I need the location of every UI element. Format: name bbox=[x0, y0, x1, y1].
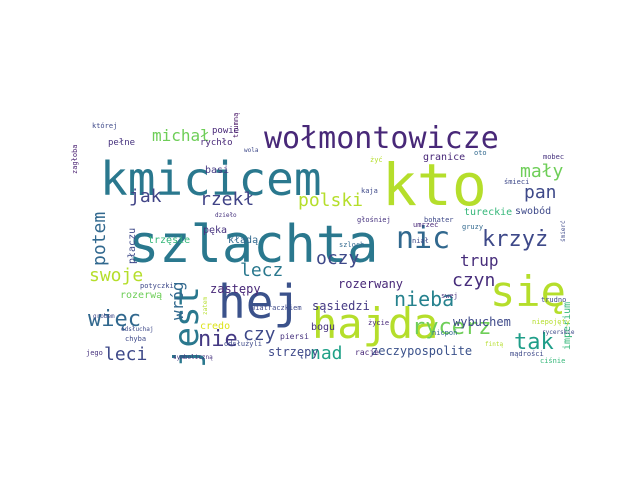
cloud-word: tureckie bbox=[464, 207, 512, 218]
cloud-word: wola bbox=[244, 147, 259, 154]
cloud-word: śmieci bbox=[504, 178, 529, 186]
cloud-word: kładą bbox=[228, 235, 258, 246]
cloud-word: czyn bbox=[452, 270, 495, 291]
cloud-word: pan bbox=[524, 182, 557, 203]
cloud-word: potem bbox=[89, 212, 110, 266]
cloud-word: mały bbox=[520, 161, 564, 182]
cloud-word: oczy bbox=[316, 248, 360, 269]
cloud-word: trup bbox=[460, 251, 499, 270]
cloud-word: polski bbox=[298, 190, 363, 211]
cloud-word: nicpoń bbox=[432, 329, 457, 337]
cloud-word: rzekł bbox=[200, 189, 254, 210]
cloud-word: kmicicem bbox=[100, 152, 322, 206]
cloud-word: więc bbox=[88, 307, 141, 332]
cloud-word: bohater bbox=[424, 216, 454, 224]
cloud-word: głośniej bbox=[357, 216, 391, 224]
cloud-word: zastępy bbox=[210, 282, 261, 296]
cloud-word: pełne bbox=[108, 138, 135, 148]
cloud-word: szlachta bbox=[128, 215, 378, 275]
cloud-word: hej bbox=[218, 275, 301, 329]
cloud-word: potyczki bbox=[140, 282, 174, 290]
cloud-word: nad bbox=[310, 343, 343, 364]
cloud-word: krzyż bbox=[482, 227, 548, 252]
cloud-word: rozerwany bbox=[338, 277, 403, 291]
cloud-word: nic bbox=[396, 221, 450, 256]
cloud-word: swoje bbox=[89, 265, 143, 286]
cloud-word: płaczu bbox=[127, 228, 138, 264]
cloud-word: jak bbox=[129, 186, 162, 207]
cloud-word: gruzy bbox=[462, 223, 483, 231]
cloud-word: strzępy bbox=[268, 345, 319, 359]
cloud-word: trudno bbox=[541, 296, 566, 304]
cloud-word: sąsiedzi bbox=[312, 299, 370, 313]
cloud-word: oto bbox=[474, 149, 487, 157]
cloud-word: zatem bbox=[202, 297, 209, 315]
cloud-word: jest bbox=[167, 286, 207, 368]
cloud-word: zeczypospolite bbox=[371, 344, 472, 358]
cloud-word: kaja bbox=[361, 187, 378, 195]
cloud-word: swobód bbox=[515, 205, 551, 217]
cloud-word: wiatraczkiem bbox=[251, 304, 302, 312]
cloud-word: granice bbox=[423, 152, 465, 163]
cloud-word: wołmontowicze bbox=[264, 121, 499, 156]
cloud-word: symboliczną bbox=[173, 354, 213, 361]
cloud-word: zagłoba bbox=[71, 144, 79, 174]
cloud-word: mądrości bbox=[510, 350, 544, 358]
cloud-word: hajda bbox=[312, 299, 438, 348]
cloud-word: rycerz bbox=[412, 315, 491, 340]
cloud-word: powie bbox=[212, 126, 239, 136]
cloud-word: czy bbox=[243, 324, 276, 345]
cloud-word: trzęsie bbox=[148, 235, 190, 246]
cloud-word: rozerwą bbox=[120, 290, 162, 301]
cloud-word: mobec bbox=[543, 153, 564, 161]
cloud-word: niepojęty bbox=[532, 318, 570, 326]
cloud-word: odsłużyli bbox=[224, 340, 262, 348]
cloud-word: piersi bbox=[280, 332, 309, 341]
cloud-word: wybuchem bbox=[453, 315, 511, 329]
cloud-word: rychło bbox=[200, 138, 233, 148]
cloud-word: niał bbox=[412, 237, 429, 245]
cloud-word: dzieło bbox=[215, 212, 237, 219]
cloud-word: życie bbox=[368, 319, 389, 327]
cloud-word: michał bbox=[152, 126, 210, 145]
cloud-word: fintą bbox=[485, 341, 503, 348]
cloud-word: szloch bbox=[339, 241, 364, 249]
cloud-word: jego bbox=[86, 349, 103, 357]
cloud-word: nie bbox=[198, 327, 238, 352]
cloud-word: śmierć bbox=[560, 220, 567, 242]
cloud-word: swej bbox=[441, 292, 458, 300]
cloud-word: której bbox=[92, 122, 117, 130]
cloud-word: się bbox=[490, 267, 566, 316]
cloud-word: trumną bbox=[232, 113, 240, 138]
cloud-word: credo bbox=[200, 321, 230, 332]
cloud-word: umrzeć bbox=[413, 221, 438, 229]
cloud-word: imperium bbox=[562, 302, 573, 350]
cloud-word: pęka bbox=[203, 225, 227, 236]
cloud-word: tak bbox=[514, 330, 554, 355]
cloud-word: wróg bbox=[168, 281, 187, 320]
cloud-word: nieba bbox=[394, 287, 454, 311]
cloud-word: żyć bbox=[370, 156, 383, 164]
cloud-word: ciśnie bbox=[540, 357, 565, 365]
cloud-word: bogu bbox=[311, 322, 335, 333]
cloud-word: grobem bbox=[93, 313, 115, 320]
cloud-word: odsłuchaj bbox=[121, 326, 154, 333]
cloud-word: leci bbox=[104, 344, 147, 365]
cloud-word: kto bbox=[382, 151, 487, 219]
cloud-word: lecz bbox=[240, 260, 283, 281]
cloud-word: racje bbox=[355, 348, 379, 357]
cloud-word: chyba bbox=[125, 335, 146, 343]
cloud-word: rycerskie bbox=[542, 329, 575, 336]
cloud-word: basi bbox=[205, 165, 229, 176]
